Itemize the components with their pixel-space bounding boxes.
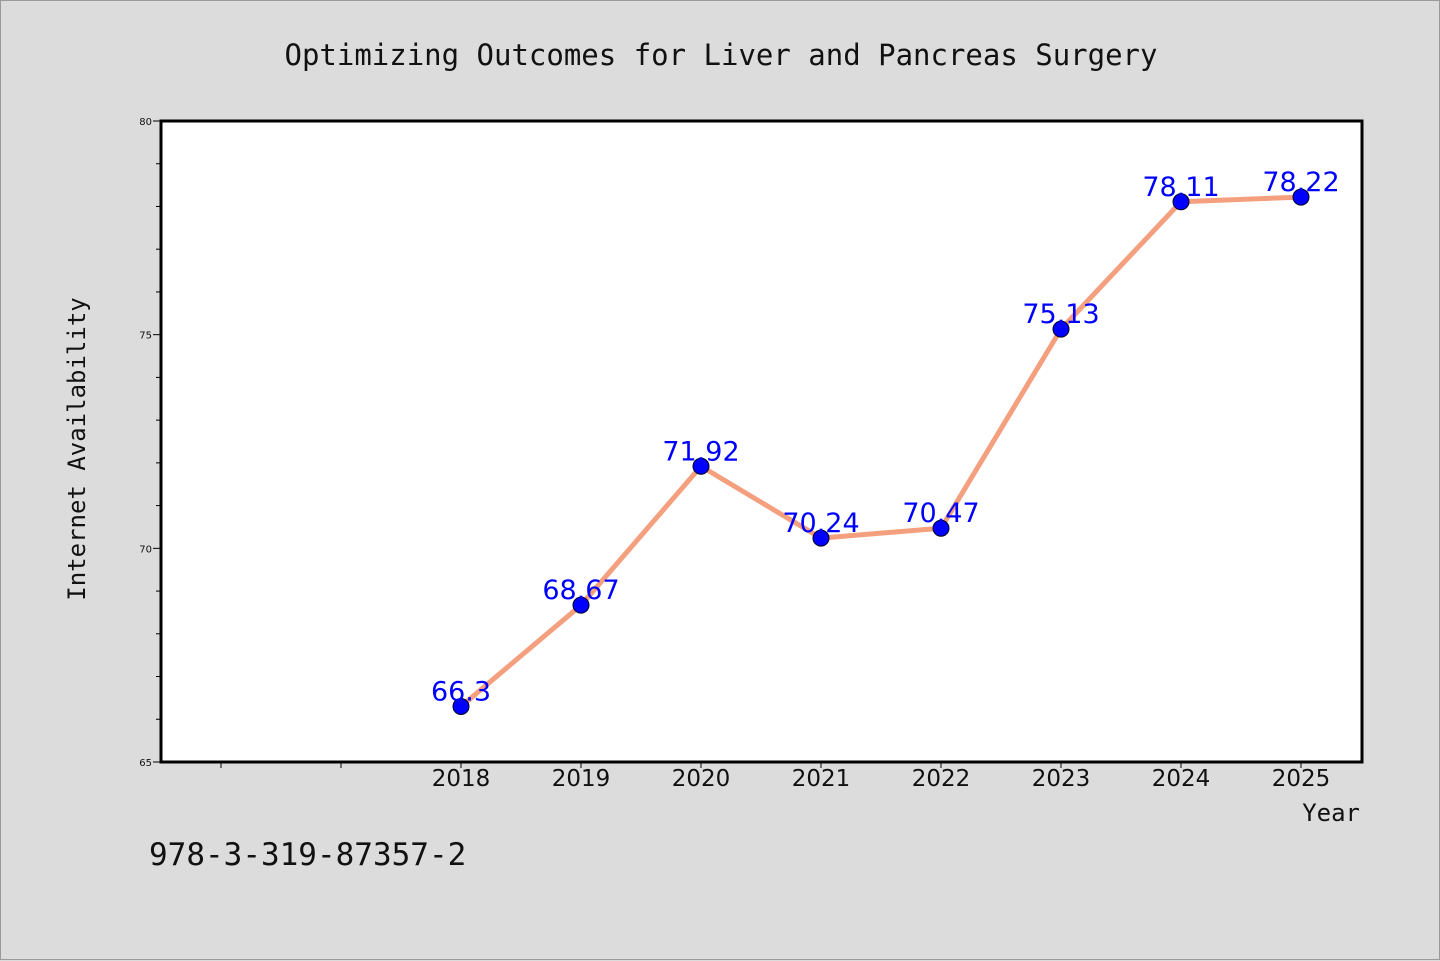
y-axis: 65 70 75 80: [139, 117, 161, 769]
y-tick-label: 75: [139, 331, 152, 342]
x-tick-label: 2024: [1152, 766, 1211, 792]
data-point: [932, 519, 950, 537]
x-tick-label: 2020: [672, 766, 731, 792]
x-axis-label: Year: [1302, 799, 1360, 827]
chart-title: Optimizing Outcomes for Liver and Pancre…: [285, 38, 1158, 72]
x-axis: 2018 2019 2020 2021 2022 2023 2024 2025: [220, 762, 1331, 792]
data-label: 78.11: [1142, 172, 1219, 203]
x-tick-label: 2025: [1272, 766, 1331, 792]
data-label: 71.92: [662, 436, 739, 467]
x-tick-label: 2022: [912, 766, 971, 792]
series-line: [459, 194, 1302, 709]
footer-isbn: 978-3-319-87357-2: [149, 837, 466, 873]
data-point: [1052, 320, 1070, 338]
plot-area: [159, 119, 1364, 764]
data-point: [1172, 193, 1190, 211]
y-tick-label: 70: [139, 544, 152, 555]
y-tick-label: 80: [139, 117, 152, 128]
data-points: [452, 188, 1310, 715]
data-labels: 66.3 68.67 71.92 70.24 70.47 75.13 78.11 78.22: [431, 167, 1340, 707]
x-tick-label: 2021: [792, 766, 851, 792]
data-label: 68.67: [542, 575, 619, 606]
y-axis-label: Internet Availability: [63, 297, 91, 600]
data-label: 78.22: [1262, 167, 1339, 198]
data-point: [572, 596, 590, 614]
x-tick-label: 2018: [432, 766, 491, 792]
data-label: 66.3: [431, 676, 491, 707]
data-point: [692, 457, 710, 475]
data-point: [1292, 188, 1310, 206]
data-point: [452, 697, 470, 715]
x-tick-label: 2023: [1032, 766, 1091, 792]
x-tick-label: 2019: [552, 766, 611, 792]
y-tick-label: 65: [139, 758, 152, 769]
data-label: 70.47: [902, 498, 979, 529]
data-label: 70.24: [782, 508, 859, 539]
data-label: 75.13: [1022, 299, 1099, 330]
data-point: [812, 529, 830, 547]
